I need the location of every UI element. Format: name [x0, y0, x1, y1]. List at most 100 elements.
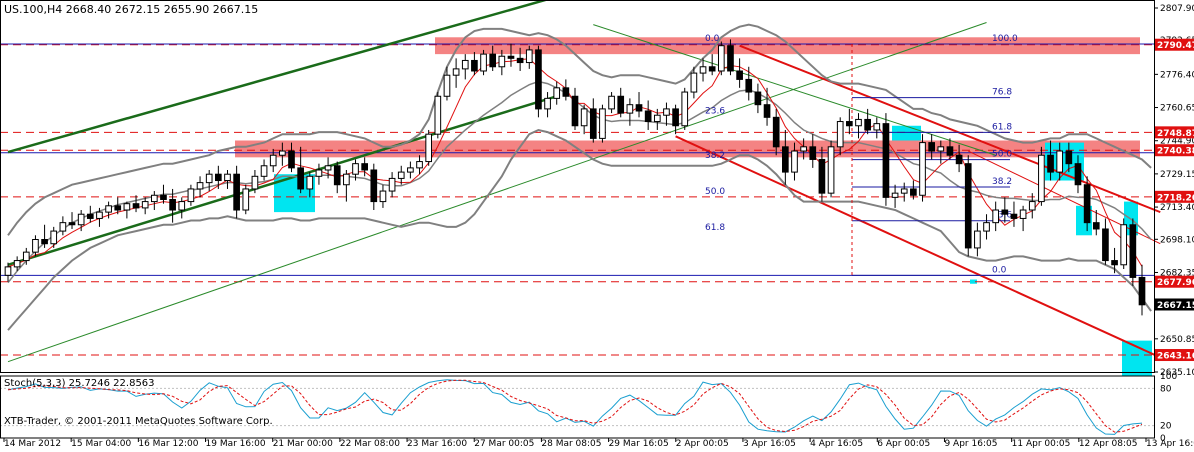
- candle-body: [617, 95, 625, 114]
- candle-body: [1083, 184, 1091, 224]
- price-tick-label: 2698.10: [1160, 235, 1194, 245]
- candle-body: [937, 146, 945, 152]
- fib2-label-0: 100.0: [992, 34, 1018, 44]
- candle-body: [708, 66, 716, 72]
- stoch-scale-label: 20: [1160, 422, 1172, 432]
- time-tick-label: 13 Apr 16:05: [1146, 439, 1194, 448]
- candle-body: [333, 165, 341, 186]
- candle-body: [791, 150, 798, 173]
- fib2-label-1: 76.8: [992, 88, 1012, 98]
- candle-body: [626, 104, 634, 114]
- candle-body: [41, 239, 48, 245]
- candle-body: [983, 222, 990, 232]
- highlight-box-7: [970, 279, 977, 284]
- candle-body: [480, 53, 487, 72]
- time-tick-label: 4 Apr 16:05: [810, 439, 863, 448]
- candle-body: [891, 192, 899, 198]
- stoch-label: Stoch(5,3,3) 25.7246 22.8563: [4, 378, 155, 389]
- time-tick-label: 21 Mar 00:00: [273, 439, 333, 448]
- stoch-signal-line: [7, 379, 1143, 433]
- time-tick-label: 14 Mar 2012: [4, 439, 61, 448]
- candle-body: [1092, 222, 1100, 230]
- candle-body: [132, 203, 140, 209]
- candle-body: [123, 203, 131, 211]
- price-label-box: [1155, 144, 1194, 157]
- candle-body: [288, 150, 295, 169]
- candle-body: [589, 108, 597, 139]
- candle-body: [663, 108, 670, 116]
- candle-body: [1074, 163, 1082, 186]
- candle-body: [763, 104, 771, 118]
- fib2-label-6: 0.0: [992, 265, 1007, 275]
- candle-body: [407, 167, 414, 173]
- candle-body: [1120, 224, 1128, 266]
- candle-body: [928, 142, 935, 152]
- candle-body: [489, 53, 497, 68]
- candle-body: [215, 173, 222, 182]
- time-tick-label: 27 Mar 00:05: [474, 439, 534, 448]
- candle-body: [1047, 154, 1054, 173]
- candle-body: [297, 167, 304, 190]
- candle-body: [635, 104, 643, 112]
- candle-body: [782, 146, 789, 173]
- price-tick-label: 2807.90: [1160, 4, 1194, 14]
- candle-body: [562, 87, 570, 97]
- price-tick-label: 2682.35: [1160, 268, 1194, 278]
- green-channel-mid: [7, 95, 558, 266]
- candle-body: [187, 188, 195, 203]
- candle-body: [525, 49, 533, 64]
- candle-body: [379, 190, 387, 203]
- candle-body: [599, 108, 606, 139]
- candle-body: [397, 171, 405, 179]
- candle-body: [1010, 213, 1018, 219]
- candle-body: [269, 154, 277, 167]
- candle-body: [736, 70, 743, 80]
- candle-body: [992, 209, 1000, 224]
- candle-body: [864, 118, 871, 131]
- candle-body: [50, 230, 58, 245]
- price-label-text: 2718.26: [1157, 193, 1194, 203]
- candle-body: [974, 230, 981, 249]
- candle-body: [855, 118, 862, 127]
- candle-body: [279, 150, 286, 156]
- price-label-box: [1155, 275, 1194, 288]
- highlight-box-2: [892, 125, 921, 141]
- candle-body: [1028, 201, 1036, 211]
- candle-body: [205, 173, 213, 184]
- candle-body: [160, 194, 167, 200]
- candle-body: [260, 165, 268, 177]
- stoch-panel-frame: [0, 375, 1155, 439]
- stoch-scale-label: 100: [1160, 372, 1177, 382]
- candle-body: [196, 182, 204, 190]
- fib1-label-2: 38.2: [705, 151, 725, 161]
- candle-body: [224, 173, 231, 182]
- candle-body: [516, 57, 524, 64]
- fib2-label-3: 50.0: [992, 150, 1012, 160]
- candle-body: [608, 95, 615, 110]
- price-label-text: 2790.47: [1157, 41, 1194, 51]
- candle-body: [471, 59, 478, 72]
- candle-body: [434, 95, 442, 135]
- candle-body: [361, 163, 368, 171]
- main-panel-frame: [0, 0, 1155, 373]
- bollinger-upper: [7, 23, 1152, 236]
- candle-body: [690, 72, 698, 93]
- candle-body: [1138, 276, 1146, 306]
- candle-body: [653, 114, 661, 123]
- fib1-label-0: 0.0: [705, 34, 720, 44]
- candle-body: [13, 260, 21, 268]
- candle-body: [717, 45, 725, 72]
- price-tick-label: 2744.90: [1160, 137, 1194, 147]
- candle-body: [141, 201, 149, 209]
- candle-body: [114, 205, 122, 211]
- candle-body: [59, 222, 67, 232]
- fib2-label-4: 38.2: [992, 177, 1012, 187]
- candle-body: [306, 175, 314, 190]
- red-channel-lower: [675, 135, 1161, 359]
- candle-body: [846, 121, 853, 127]
- stoch-scale-label: 0: [1160, 434, 1166, 444]
- candle-body: [4, 266, 12, 276]
- candle-body: [754, 91, 762, 106]
- symbol-header: US.100,H4 2668.40 2672.15 2655.90 2667.1…: [4, 3, 258, 16]
- candle-body: [800, 146, 807, 152]
